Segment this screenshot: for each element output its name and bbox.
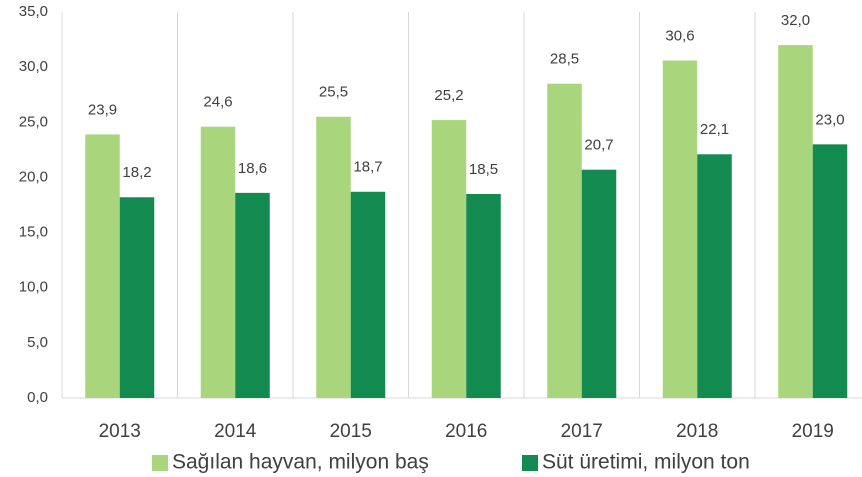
value-label: 18,5 xyxy=(469,161,498,178)
bar xyxy=(581,169,617,398)
bar xyxy=(85,134,120,398)
x-tick-label: 2015 xyxy=(330,421,372,442)
legend-label: Süt üretimi, milyon ton xyxy=(542,451,750,474)
bar xyxy=(466,193,501,398)
bar xyxy=(662,60,698,398)
value-label: 25,5 xyxy=(319,84,348,101)
value-label: 23,9 xyxy=(88,101,117,118)
y-tick-label: 25,0 xyxy=(19,113,48,130)
value-label: 20,7 xyxy=(584,137,613,154)
x-tick-label: 2016 xyxy=(445,421,487,442)
bar xyxy=(431,120,467,398)
y-tick-label: 20,0 xyxy=(19,168,48,185)
value-label: 25,2 xyxy=(434,87,463,104)
value-label: 22,1 xyxy=(700,121,729,138)
value-label: 32,0 xyxy=(781,12,810,29)
bar xyxy=(350,191,386,398)
bar xyxy=(812,144,848,398)
value-label: 24,6 xyxy=(203,94,232,111)
bar xyxy=(778,45,813,398)
y-tick-label: 15,0 xyxy=(19,224,48,241)
value-label: 30,6 xyxy=(665,27,694,44)
y-tick-label: 10,0 xyxy=(19,279,48,296)
x-tick-label: 2019 xyxy=(792,421,834,442)
bar xyxy=(697,154,732,398)
legend-swatch xyxy=(522,455,538,471)
x-tick-label: 2018 xyxy=(676,421,718,442)
bar xyxy=(200,126,236,398)
y-tick-label: 35,0 xyxy=(19,3,48,20)
value-label: 23,0 xyxy=(815,111,844,128)
bar xyxy=(119,197,155,398)
x-tick-label: 2017 xyxy=(561,421,603,442)
x-tick-label: 2014 xyxy=(214,421,257,442)
value-label: 18,7 xyxy=(353,159,382,176)
y-tick-label: 30,0 xyxy=(19,58,48,75)
bar xyxy=(235,192,270,398)
y-tick-label: 5,0 xyxy=(27,334,48,351)
bar xyxy=(547,83,582,398)
value-label: 18,2 xyxy=(122,164,151,181)
value-label: 28,5 xyxy=(550,51,579,68)
bar xyxy=(316,116,351,399)
legend-swatch xyxy=(152,455,168,471)
y-tick-label: 0,0 xyxy=(27,389,48,406)
value-label: 18,6 xyxy=(238,160,267,177)
legend-label: Sağılan hayvan, milyon baş xyxy=(172,451,429,474)
x-tick-label: 2013 xyxy=(99,421,141,442)
